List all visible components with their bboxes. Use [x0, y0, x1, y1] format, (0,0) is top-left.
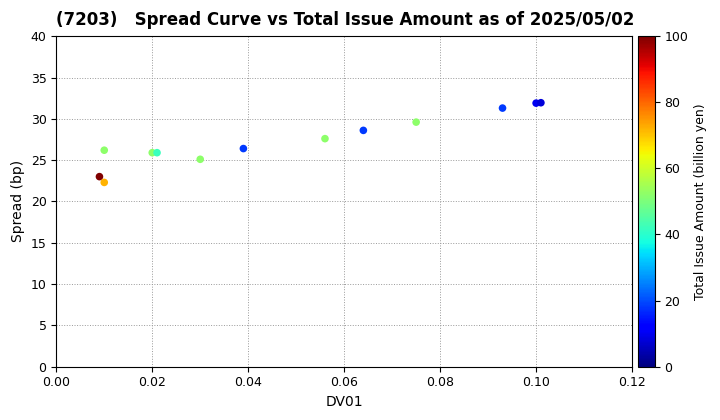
- Point: [99, 147, 110, 154]
- Y-axis label: Total Issue Amount (billion yen): Total Issue Amount (billion yen): [694, 103, 707, 300]
- Y-axis label: Spread (bp): Spread (bp): [11, 160, 25, 242]
- Point: [358, 127, 369, 134]
- Point: [535, 100, 546, 106]
- X-axis label: DV01: DV01: [325, 395, 363, 409]
- Point: [531, 100, 542, 107]
- Point: [99, 179, 110, 186]
- Text: (7203)   Spread Curve vs Total Issue Amount as of 2025/05/02: (7203) Spread Curve vs Total Issue Amoun…: [56, 11, 634, 29]
- Point: [146, 150, 158, 156]
- Point: [151, 150, 163, 156]
- Point: [410, 119, 422, 126]
- Point: [94, 173, 105, 180]
- Point: [194, 156, 206, 163]
- Point: [319, 135, 330, 142]
- Point: [497, 105, 508, 111]
- Point: [238, 145, 249, 152]
